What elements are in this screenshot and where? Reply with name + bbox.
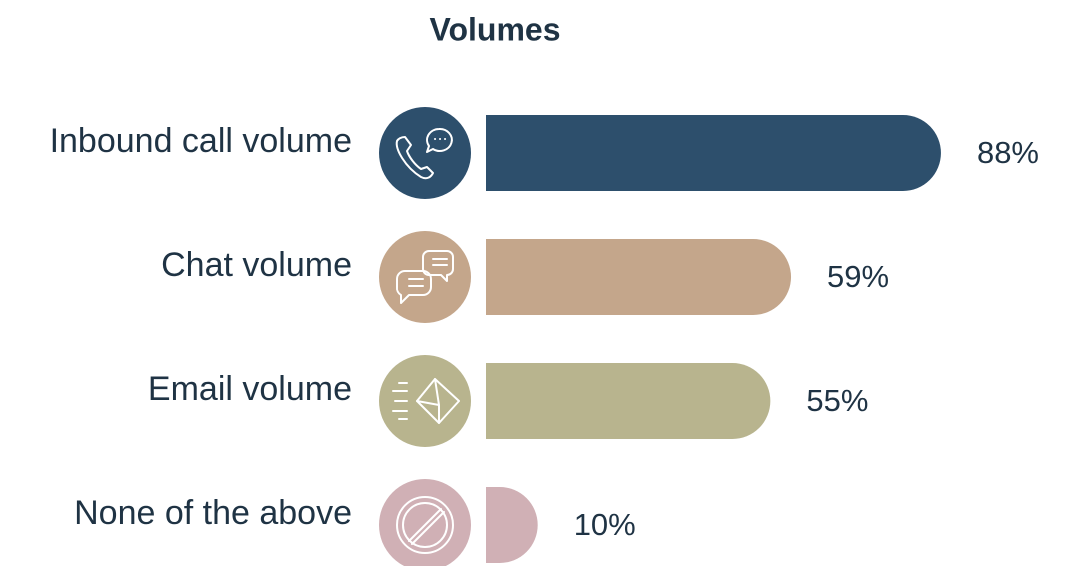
bar — [486, 487, 538, 563]
phone-icon — [395, 127, 453, 180]
value-label: 55% — [806, 383, 868, 418]
category-label: Chat volume — [161, 246, 352, 284]
category-label: Inbound call volume — [50, 122, 352, 160]
icon-circle — [379, 107, 471, 199]
category-label: None of the above — [74, 494, 352, 532]
icons — [379, 107, 471, 566]
value-label: 10% — [574, 507, 636, 542]
bar — [486, 363, 771, 439]
none-icon — [396, 496, 454, 554]
icon-circle — [379, 355, 471, 447]
category-label: Email volume — [148, 370, 352, 408]
chat-icon — [395, 250, 454, 304]
icon-circle — [379, 231, 471, 323]
bar — [486, 239, 792, 315]
value-label: 59% — [827, 259, 889, 294]
value-label: 88% — [977, 135, 1039, 170]
chart-title: Volumes — [430, 11, 561, 47]
bar — [486, 115, 941, 191]
icon-circle — [379, 479, 471, 566]
email-icon — [392, 378, 460, 424]
